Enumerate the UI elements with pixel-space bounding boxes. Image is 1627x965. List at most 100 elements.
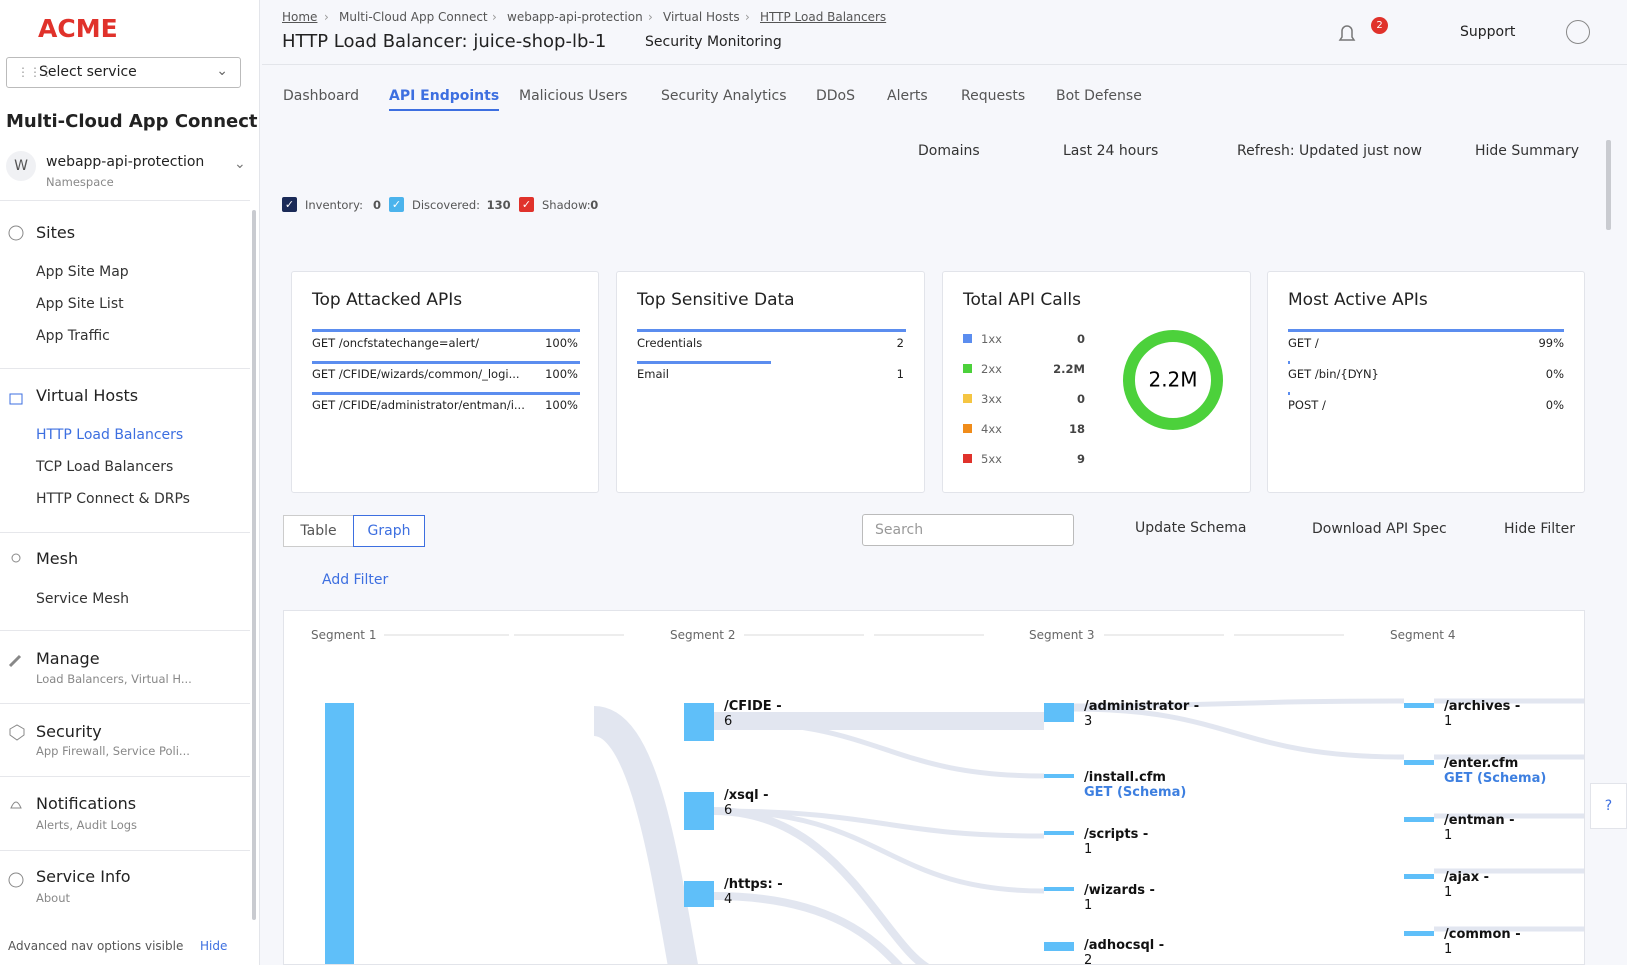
tab[interactable]: Alerts	[887, 88, 928, 104]
graph-node[interactable]	[1044, 887, 1074, 891]
node-label[interactable]: /https: -	[724, 877, 783, 892]
node-label[interactable]: /install.cfm	[1084, 770, 1166, 785]
graph-node[interactable]	[684, 881, 714, 907]
app-title: Multi-Cloud App Connect	[6, 111, 258, 132]
support[interactable]: Support	[1460, 24, 1515, 40]
tab[interactable]: Malicious Users	[519, 88, 627, 104]
footer-link[interactable]: Hide	[200, 939, 227, 953]
divider	[0, 703, 250, 704]
node-label[interactable]: /CFIDE -	[724, 699, 782, 714]
divider	[0, 630, 250, 631]
section-title[interactable]: Security	[36, 722, 102, 741]
user-icon[interactable]	[1566, 20, 1590, 44]
tab[interactable]: Dashboard	[283, 88, 359, 104]
graph-node[interactable]	[1044, 942, 1074, 951]
nav-item[interactable]: Service Mesh	[36, 591, 129, 607]
scrollbar	[252, 210, 256, 920]
tab[interactable]: Requests	[961, 88, 1025, 104]
checkbox[interactable]: ✓	[389, 197, 404, 212]
bell[interactable]	[1332, 18, 1362, 48]
section-title[interactable]: Sites	[36, 223, 75, 242]
namespace-name[interactable]: webapp-api-protection	[46, 154, 204, 170]
toggle[interactable]: Table	[283, 515, 354, 547]
row: GET /bin/{DYN}0%	[1288, 367, 1564, 381]
section-title[interactable]: Notifications	[36, 794, 136, 813]
graph-node[interactable]	[1044, 774, 1074, 778]
node-label[interactable]: /ajax -	[1444, 870, 1489, 885]
checkbox[interactable]: ✓	[519, 197, 534, 212]
row-name: Email	[637, 367, 669, 381]
node-label[interactable]: /common -	[1444, 927, 1521, 942]
graph-node[interactable]	[1044, 831, 1074, 835]
node-label[interactable]: /xsql -	[724, 788, 769, 803]
toolbar-button[interactable]: Domains	[918, 143, 980, 159]
node-label[interactable]: /archives -	[1444, 699, 1520, 714]
tab[interactable]: Bot Defense	[1056, 88, 1142, 104]
graph-node[interactable]	[1404, 760, 1434, 765]
section-title[interactable]: Virtual Hosts	[36, 386, 138, 405]
node-count: 1	[1444, 942, 1452, 957]
graph-node[interactable]	[1404, 817, 1434, 822]
graph-node[interactable]	[684, 703, 714, 741]
view-select[interactable]: Security Monitoring	[645, 34, 782, 50]
nav-item[interactable]: App Traffic	[36, 328, 110, 344]
action[interactable]: Update Schema	[1135, 520, 1246, 536]
node-label[interactable]: /scripts -	[1084, 827, 1148, 842]
checkbox[interactable]: ✓	[282, 197, 297, 212]
node-label[interactable]: /entman -	[1444, 813, 1515, 828]
bar	[637, 361, 771, 364]
node-method[interactable]: GET (Schema)	[1444, 771, 1546, 786]
service-select[interactable]: ⋮⋮⋮ Select service ⌄	[6, 57, 241, 88]
section-title[interactable]: Mesh	[36, 549, 78, 568]
section-title[interactable]: Service Info	[36, 867, 131, 886]
toggle[interactable]: Graph	[353, 515, 425, 547]
breadcrumb[interactable]: webapp-api-protection	[507, 10, 643, 24]
breadcrumb[interactable]: Virtual Hosts	[663, 10, 740, 24]
bar	[312, 329, 580, 332]
add-filter[interactable]: Add Filter	[322, 572, 388, 588]
tab[interactable]: Security Analytics	[661, 88, 787, 104]
breadcrumb[interactable]: Home	[282, 10, 317, 24]
tab[interactable]: DDoS	[816, 88, 855, 104]
nav-item[interactable]: App Site Map	[36, 264, 129, 280]
nav-item[interactable]: HTTP Load Balancers	[36, 427, 183, 443]
toolbar-button[interactable]: Last 24 hours	[1063, 143, 1158, 159]
row-value: 100%	[545, 336, 578, 350]
graph-node[interactable]	[1404, 931, 1434, 936]
breadcrumb[interactable]: Multi-Cloud App Connect	[339, 10, 488, 24]
node-count: 1	[1444, 828, 1452, 843]
filter-label: Inventory:	[305, 198, 363, 212]
nav-item[interactable]: HTTP Connect & DRPs	[36, 491, 190, 507]
sep: ›	[324, 10, 329, 24]
tab[interactable]: API Endpoints	[389, 88, 499, 111]
segment-label: Segment 1	[311, 628, 376, 642]
graph-node[interactable]	[1044, 703, 1074, 722]
nav-item[interactable]: TCP Load Balancers	[36, 459, 173, 475]
section-title[interactable]: Manage	[36, 649, 100, 668]
card: Top Sensitive Data Credentials2 Email1	[616, 271, 925, 493]
action[interactable]: Download API Spec	[1312, 521, 1447, 537]
graph-node[interactable]	[1404, 703, 1434, 708]
toolbar-button[interactable]: Refresh: Updated just now	[1237, 143, 1422, 159]
row-name: GET /bin/{DYN}	[1288, 367, 1379, 381]
graph-node[interactable]	[1404, 874, 1434, 879]
filter-count: 0	[590, 198, 598, 212]
node-label[interactable]: /wizards -	[1084, 883, 1155, 898]
search[interactable]: Search	[862, 514, 1074, 546]
breadcrumb[interactable]: HTTP Load Balancers	[760, 10, 886, 24]
action[interactable]: Hide Filter	[1504, 521, 1575, 537]
node-count: 1	[1084, 898, 1092, 913]
node-label[interactable]: /administrator -	[1084, 699, 1199, 714]
node-label[interactable]: /adhocsql -	[1084, 938, 1164, 953]
node-method[interactable]: GET (Schema)	[1084, 785, 1186, 800]
node-count: 1	[1444, 714, 1452, 729]
graph-node[interactable]	[684, 792, 714, 830]
node-label[interactable]: /enter.cfm	[1444, 756, 1518, 771]
row: GET /CFIDE/wizards/common/_logi...100%	[312, 367, 578, 381]
help-button[interactable]: ?	[1590, 783, 1627, 829]
nav-item[interactable]: App Site List	[36, 296, 124, 312]
toolbar-button[interactable]: Hide Summary	[1475, 143, 1579, 159]
filter-count: 130	[487, 198, 511, 212]
page-title[interactable]: HTTP Load Balancer: juice-shop-lb-1	[282, 31, 606, 52]
